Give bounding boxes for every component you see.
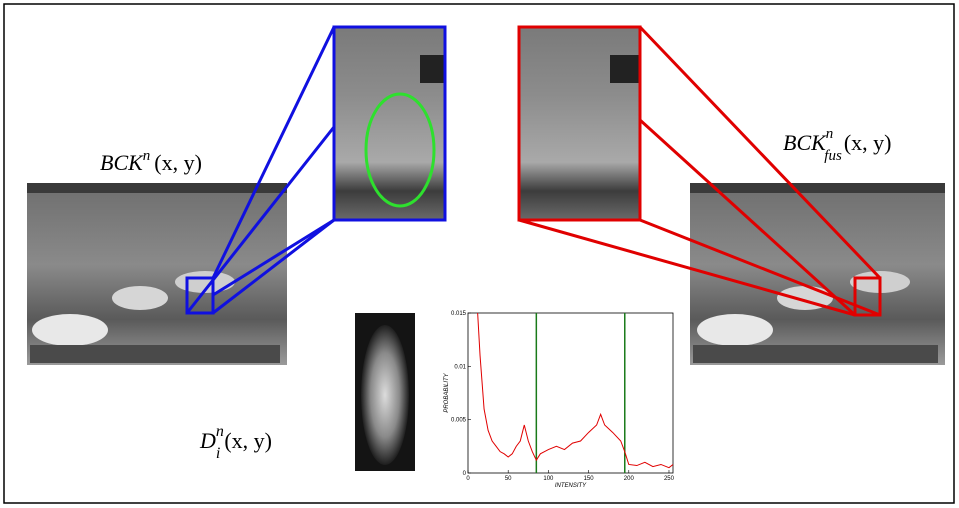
bck-label: BCKn(x, y) (100, 148, 202, 175)
y-tick-label: 0.005 (451, 418, 467, 424)
label-sub: fus (824, 148, 842, 164)
label-args: (x, y) (844, 130, 892, 155)
x-tick-label: 250 (664, 476, 675, 482)
y-tick-label: 0.01 (454, 364, 466, 370)
x-tick-label: 100 (543, 476, 554, 482)
bck-fus-label: BCKn fus(x, y) (783, 126, 891, 164)
label-sub: i (216, 445, 220, 462)
label-args: (x, y) (154, 150, 202, 175)
x-tick-label: 150 (584, 476, 595, 482)
label-sup: n (826, 126, 834, 142)
y-axis-label: PROBABILITY (444, 372, 450, 412)
label-base: BCK (100, 150, 144, 175)
x-tick-label: 200 (624, 476, 635, 482)
label-base: BCK (783, 130, 827, 155)
label-sup: n (143, 148, 151, 164)
fused-background-image (690, 183, 945, 365)
x-axis-label: INTENSITY (555, 483, 587, 489)
label-sup: n (216, 423, 224, 440)
label-args: (x, y) (224, 428, 272, 453)
y-tick-label: 0.015 (451, 311, 467, 317)
x-tick-label: 0 (466, 476, 470, 482)
label-base: D (199, 428, 216, 453)
figure: BCKn(x, y) BCKnfus(x, y) Dni(x, y) 05010… (0, 0, 959, 508)
x-tick-label: 50 (505, 476, 512, 482)
foreground-blob (355, 313, 415, 471)
